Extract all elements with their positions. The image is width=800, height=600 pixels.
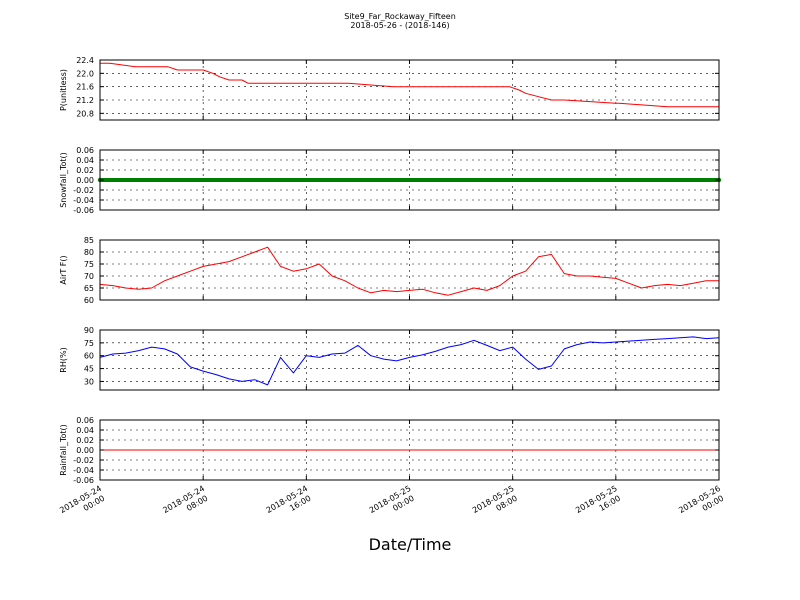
y-tick-label: 60 [84, 296, 94, 305]
y-tick-label: -0.04 [73, 466, 94, 475]
y-tick-label: 0.02 [76, 166, 94, 175]
y-tick-label: 21.6 [76, 83, 94, 92]
panel-2: -0.06-0.04-0.020.000.020.040.06 Snowfall_… [59, 146, 722, 215]
chart-panels: 20.821.221.622.022.4P(unitless)-0.06-0.0… [59, 56, 722, 485]
y-axis-label: AirT F() [59, 255, 68, 284]
y-tick-label: 70 [84, 272, 94, 281]
panel-4: 30 45 60 75 90 RH(%) [59, 326, 720, 391]
y-axis-label: P(unitless) [59, 69, 68, 111]
y-tick-label: 0.00 [76, 176, 94, 185]
y-tick-label: 75 [84, 260, 94, 269]
y-tick-label: 0.06 [76, 416, 94, 425]
y-axis-label: Snowfall_Tot() [59, 152, 68, 208]
y-tick-label: -0.06 [73, 476, 94, 485]
panel-3: 60 65 70 75 80 85 AirT F() [59, 236, 720, 305]
y-tick-label: 20.8 [76, 109, 94, 118]
panel-5: -0.06-0.04-0.020.000.020.040.06 Rainfall_… [59, 416, 720, 485]
y-tick-label: -0.04 [73, 196, 94, 205]
y-tick-label: 0.00 [76, 446, 94, 455]
y-tick-label: 90 [84, 326, 94, 335]
y-tick-label: -0.06 [73, 206, 94, 215]
series-line [100, 62, 719, 108]
y-axis-label: Rainfall_Tot() [59, 424, 68, 476]
y-tick-label: 0.04 [76, 426, 94, 435]
y-tick-label: -0.02 [73, 456, 94, 465]
chart-title: Site9_Far_Rockaway_Fifteen [344, 12, 456, 21]
y-tick-label: 45 [84, 365, 94, 374]
panel-1: 20.8 21.2 21.6 22.0 22.4 P(unitless) [59, 56, 720, 121]
y-tick-label: 80 [84, 248, 94, 257]
y-tick-label: 22.0 [76, 69, 94, 78]
y-tick-label: -0.02 [73, 186, 94, 195]
y-tick-label: 22.4 [76, 56, 94, 65]
y-tick-label: 0.04 [76, 156, 94, 165]
y-tick-label: 30 [84, 377, 94, 386]
y-tick-label: 65 [84, 284, 94, 293]
y-tick-label: 0.02 [76, 436, 94, 445]
x-axis-label: Date/Time [369, 535, 452, 554]
y-tick-label: 75 [84, 339, 94, 348]
y-tick-label: 21.2 [76, 96, 94, 105]
y-tick-label: 0.06 [76, 146, 94, 155]
y-axis-label: RH(%) [59, 347, 68, 372]
series-line [99, 336, 720, 386]
y-tick-label: 85 [84, 236, 94, 245]
y-tick-label: 60 [84, 352, 94, 361]
series-line [99, 246, 719, 296]
chart-subtitle: 2018-05-26 - (2018-146) [350, 21, 449, 30]
